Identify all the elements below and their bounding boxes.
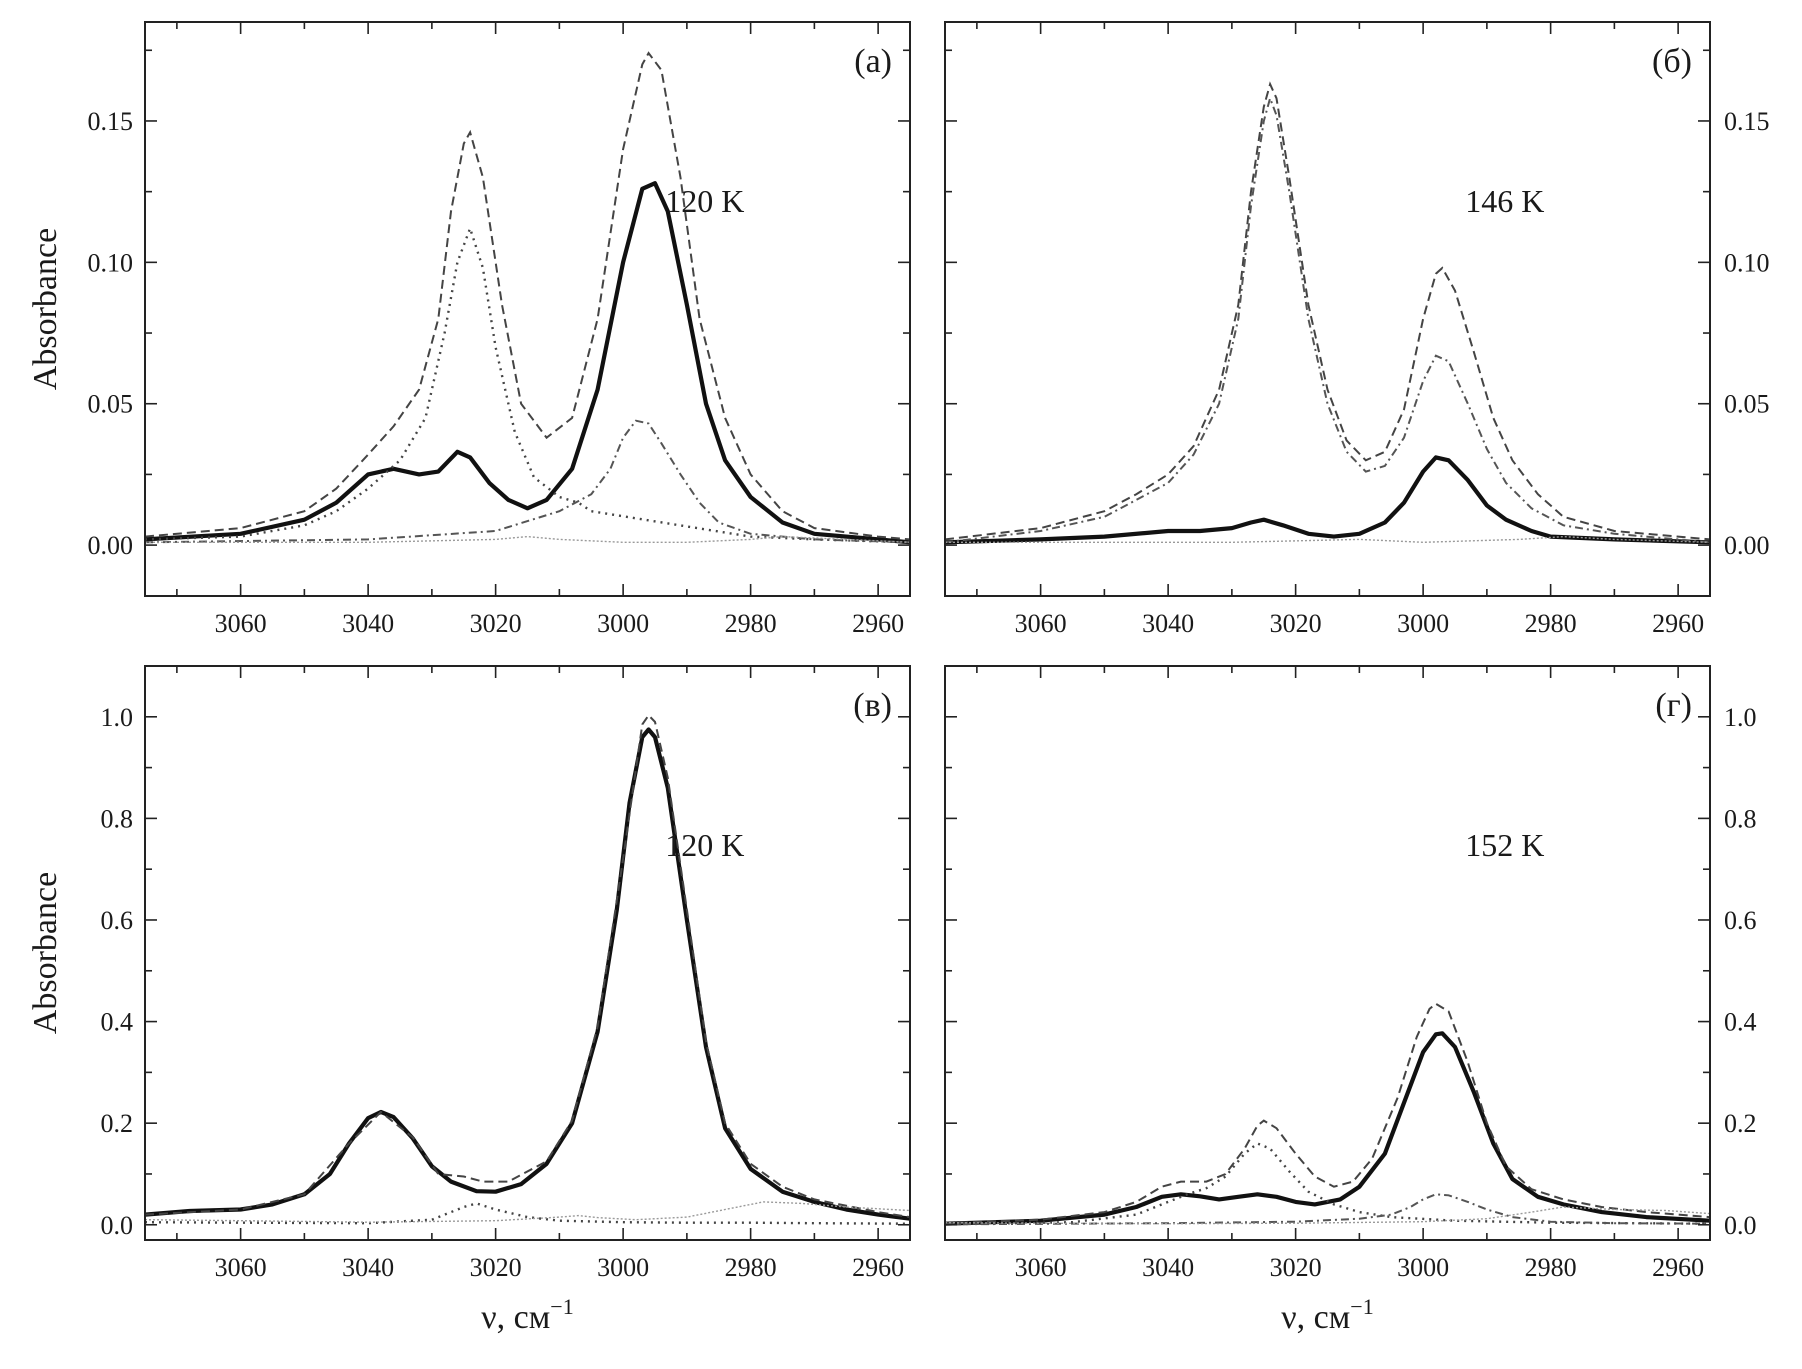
- y-tick-label: 0.05: [1724, 390, 1770, 419]
- x-tick-label: 3020: [470, 1253, 522, 1282]
- panel-2: 3060 3040 3020 3000 2980 2960 0.00 0.05 0.10 0.15…: [944, 21, 1770, 638]
- series-line-dashdot: [945, 1193, 1710, 1226]
- series-line-dashed: [145, 713, 910, 1219]
- y-tick-label: 0.0: [1724, 1211, 1757, 1240]
- x-tick-label: 3020: [1270, 1253, 1322, 1282]
- series-line-thin: [945, 1206, 1710, 1225]
- x-tick-label: 2960: [852, 1253, 904, 1282]
- x-tick-label: 3060: [1015, 1253, 1067, 1282]
- y-tick-label: 0.0: [101, 1211, 134, 1240]
- y-tick-label: 1.0: [101, 703, 134, 732]
- y-tick-label: 0.00: [88, 531, 134, 560]
- y-tick-label: 0.2: [101, 1109, 134, 1138]
- y-tick-label: 0.10: [1724, 248, 1770, 277]
- panel-3: 3060 3040 3020 3000 2980 2960 0.0 0.2 0.4 0.6 0.8 1…: [27, 665, 911, 1336]
- series-line-dashed: [945, 81, 1710, 541]
- series-group: [945, 1002, 1710, 1226]
- x-tick-label: 3060: [215, 1253, 267, 1282]
- x-axis-title-superscript: −1: [1350, 1294, 1373, 1319]
- series-line-dotted: [945, 1142, 1710, 1226]
- y-tick-label: 0.4: [101, 1008, 134, 1037]
- series-line-thin: [945, 535, 1710, 544]
- x-tick-label: 3040: [1142, 609, 1194, 638]
- x-tick-label: 2980: [1525, 609, 1577, 638]
- x-tick-label: 2960: [1652, 609, 1704, 638]
- plot-frame: [144, 21, 911, 597]
- series-line-solid: [145, 727, 910, 1221]
- series-line-dashed: [145, 51, 910, 541]
- x-tick-label: 3020: [1270, 609, 1322, 638]
- plot-frame: [944, 665, 1711, 1241]
- x-tick-label: 3060: [1015, 609, 1067, 638]
- plot-frame: [144, 665, 911, 1241]
- x-tick-label: 2960: [1652, 1253, 1704, 1282]
- series-line-dotted: [145, 224, 910, 544]
- series-line-dashdot: [145, 419, 910, 544]
- x-axis-title-superscript: −1: [550, 1294, 573, 1319]
- panel-label: (г): [1655, 687, 1692, 724]
- panel-4: 3060 3040 3020 3000 2980 2960 0.0 0.2 0.4 0.6 0.8 1…: [944, 665, 1757, 1336]
- series-line-solid: [945, 455, 1710, 545]
- panel-label: (б): [1652, 43, 1692, 80]
- series-group: [145, 51, 910, 545]
- x-tick-label: 3020: [470, 609, 522, 638]
- series-group: [945, 81, 1710, 545]
- series-line-solid: [945, 1031, 1710, 1226]
- panel-label: (в): [853, 687, 892, 724]
- series-line-thin: [145, 1201, 910, 1223]
- temperature-label: 146 K: [1465, 183, 1544, 219]
- y-axis-title: Absorbance: [27, 872, 64, 1034]
- x-tick-label: 3040: [1142, 1253, 1194, 1282]
- series-line-solid: [145, 181, 910, 545]
- y-tick-label: 0.10: [88, 248, 134, 277]
- x-tick-label: 2980: [1525, 1253, 1577, 1282]
- y-tick-label: 0.05: [88, 390, 134, 419]
- temperature-label: 152 K: [1465, 827, 1544, 863]
- x-tick-label: 3060: [215, 609, 267, 638]
- series-line-dashed: [945, 1002, 1710, 1225]
- temperature-label: 120 K: [665, 827, 744, 863]
- series-line-dashdot: [945, 95, 1710, 544]
- x-axis-title-main: ν, см: [1281, 1299, 1350, 1336]
- y-tick-label: 0.6: [101, 906, 134, 935]
- y-tick-label: 0.8: [1724, 804, 1757, 833]
- x-tick-label: 3040: [342, 609, 394, 638]
- y-axis-title: Absorbance: [27, 228, 64, 390]
- plot-frame: [944, 21, 1711, 597]
- x-tick-label: 3000: [597, 1253, 649, 1282]
- x-tick-label: 3040: [342, 1253, 394, 1282]
- series-group: [145, 713, 910, 1225]
- y-tick-label: 0.4: [1724, 1008, 1757, 1037]
- x-tick-label: 3000: [1397, 609, 1449, 638]
- x-tick-label: 2980: [725, 609, 777, 638]
- x-tick-label: 2980: [725, 1253, 777, 1282]
- y-tick-label: 0.8: [101, 804, 134, 833]
- y-tick-label: 1.0: [1724, 703, 1757, 732]
- panel-label: (а): [854, 43, 892, 80]
- panel-1: 3060 3040 3020 3000 2980 2960 0.00 0.05 0.10 0.15…: [27, 21, 911, 638]
- y-tick-label: 0.6: [1724, 906, 1757, 935]
- series-line-thin: [145, 535, 910, 543]
- x-tick-label: 3000: [597, 609, 649, 638]
- x-axis-title-main: ν, см: [481, 1299, 550, 1336]
- temperature-label: 120 K: [665, 183, 744, 219]
- x-axis-title: ν, см−1: [481, 1294, 573, 1336]
- y-tick-label: 0.15: [88, 107, 134, 136]
- y-tick-label: 0.15: [1724, 107, 1770, 136]
- x-axis-title: ν, см−1: [1281, 1294, 1373, 1336]
- y-tick-label: 0.2: [1724, 1109, 1757, 1138]
- x-tick-label: 2960: [852, 609, 904, 638]
- y-tick-label: 0.00: [1724, 531, 1770, 560]
- x-tick-label: 3000: [1397, 1253, 1449, 1282]
